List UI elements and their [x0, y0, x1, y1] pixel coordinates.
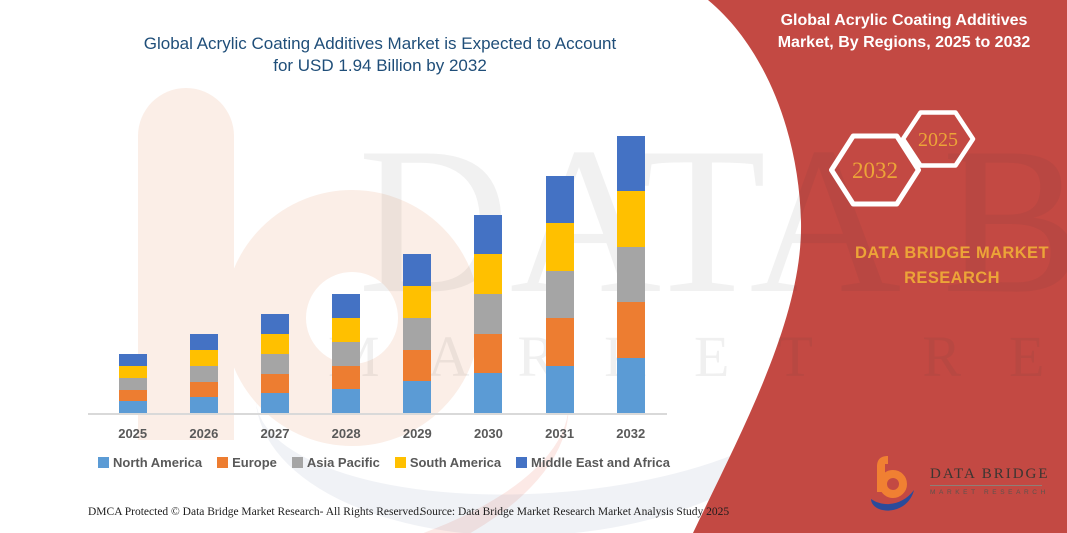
bar-2027-north-america — [261, 393, 289, 413]
legend-label: Asia Pacific — [306, 455, 380, 470]
legend-item-asia-pacific: Asia Pacific — [291, 455, 380, 470]
bar-2030-north-america — [474, 373, 503, 413]
footer-source-text: Source: Data Bridge Market Research Mark… — [420, 506, 730, 518]
x-axis-label-2027: 2027 — [260, 426, 290, 441]
legend-label: Middle East and Africa — [531, 455, 670, 470]
legend-swatch — [394, 457, 406, 468]
bar-2031-south-america — [545, 223, 574, 271]
bar-2029-middle-east-and-africa — [403, 254, 432, 287]
bar-2028-middle-east-and-africa — [332, 294, 361, 319]
legend-item-europe: Europe — [217, 455, 277, 470]
bar-2031-asia-pacific — [545, 270, 574, 319]
chart-title-line2: for USD 1.94 Billion by 2032 — [273, 56, 487, 75]
x-axis-label-2032: 2032 — [616, 426, 646, 441]
bar-2031-middle-east-and-africa — [545, 175, 574, 224]
bar-2026-asia-pacific — [189, 365, 218, 382]
logo-tagline: MARKET RESEARCH — [930, 489, 1049, 496]
legend-swatch — [98, 457, 109, 468]
bar-2031-north-america — [545, 365, 574, 413]
data-bridge-logo: DATA BRIDGE MARKET RESEARCH — [866, 452, 1066, 518]
x-axis-label-2031: 2031 — [545, 426, 575, 441]
hexagon-2032-shape — [829, 133, 921, 207]
legend-swatch — [217, 457, 229, 468]
x-axis-label-2028: 2028 — [331, 426, 361, 441]
legend-item-middle-east-and-africa: Middle East and Africa — [516, 455, 670, 470]
bar-2029-asia-pacific — [403, 317, 432, 350]
bar-2026-south-america — [189, 350, 218, 366]
legend-item-north-america: North America — [98, 455, 202, 470]
bar-2032-asia-pacific — [616, 246, 645, 303]
x-axis-label-2030: 2030 — [473, 426, 503, 441]
hexagon-2032-year: 2032 — [852, 158, 898, 183]
banner-shape-path — [693, 0, 1067, 533]
legend-swatch — [516, 457, 528, 468]
banner-brand-line1: DATA BRIDGE MARKET — [855, 244, 1049, 262]
hexagon-2025-year: 2025 — [918, 129, 958, 151]
bar-2028-north-america — [332, 389, 361, 413]
bar-2026-europe — [189, 381, 218, 398]
bar-2028-europe — [332, 365, 361, 390]
chart-title: Global Acrylic Coating Additives Market … — [95, 33, 665, 77]
bar-2030-south-america — [474, 254, 503, 294]
legend-swatch — [291, 457, 303, 468]
banner-title: Global Acrylic Coating Additives Market,… — [748, 10, 1060, 54]
bar-2027-south-america — [261, 334, 289, 354]
chart-legend: North America Europe Asia Pacific South Ame… — [98, 455, 670, 470]
bar-2032-north-america — [616, 357, 645, 413]
year-hexagons: 2032 2025 — [829, 110, 976, 207]
bar-2030-middle-east-and-africa — [474, 214, 503, 255]
footer-dmca-text: DMCA Protected © Data Bridge Market Rese… — [88, 506, 422, 518]
bar-2027-europe — [261, 373, 289, 394]
bar-2026-north-america — [189, 397, 218, 413]
bar-2030-europe — [474, 333, 503, 374]
hexagon-2025-shape — [900, 110, 976, 168]
bar-2025-europe — [118, 389, 147, 402]
chart-title-line1: Global Acrylic Coating Additives Market … — [143, 34, 617, 53]
bar-2025-south-america — [118, 366, 147, 378]
bar-2027-middle-east-and-africa — [261, 314, 289, 335]
bar-2025-asia-pacific — [118, 377, 147, 390]
bar-2025-north-america — [118, 401, 147, 413]
legend-label: South America — [409, 455, 502, 470]
bar-2027-asia-pacific — [261, 353, 289, 374]
logo-divider — [930, 485, 1042, 486]
bar-2031-europe — [545, 318, 574, 366]
logo-wordmark: DATA BRIDGE — [930, 466, 1050, 482]
legend-label: North America — [113, 455, 203, 470]
bar-2032-europe — [616, 302, 645, 358]
bar-2032-south-america — [616, 191, 645, 247]
x-axis-line — [88, 413, 667, 415]
bar-2029-south-america — [403, 286, 432, 318]
bar-2025-middle-east-and-africa — [118, 354, 147, 367]
bar-2029-north-america — [403, 381, 432, 413]
banner-title-line1: Global Acrylic Coating Additives — [780, 12, 1028, 29]
bar-2030-asia-pacific — [474, 293, 503, 334]
bar-2026-middle-east-and-africa — [189, 334, 218, 351]
banner-brand-text: DATA BRIDGE MARKET RESEARCH — [812, 241, 1067, 291]
legend-label: Europe — [232, 455, 277, 470]
data-bridge-logo-icon — [871, 456, 914, 511]
bar-2032-middle-east-and-africa — [616, 135, 645, 192]
x-axis-label-2029: 2029 — [402, 426, 432, 441]
bar-2028-south-america — [332, 318, 361, 342]
banner-title-line2: Market, By Regions, 2025 to 2032 — [777, 34, 1031, 51]
bar-2029-europe — [403, 349, 432, 382]
banner-brand-line2: RESEARCH — [904, 269, 1000, 287]
bar-2028-asia-pacific — [332, 341, 361, 366]
x-axis-label-2025: 2025 — [118, 426, 148, 441]
legend-item-south-america: South America — [394, 455, 502, 470]
x-axis-label-2026: 2026 — [189, 426, 219, 441]
